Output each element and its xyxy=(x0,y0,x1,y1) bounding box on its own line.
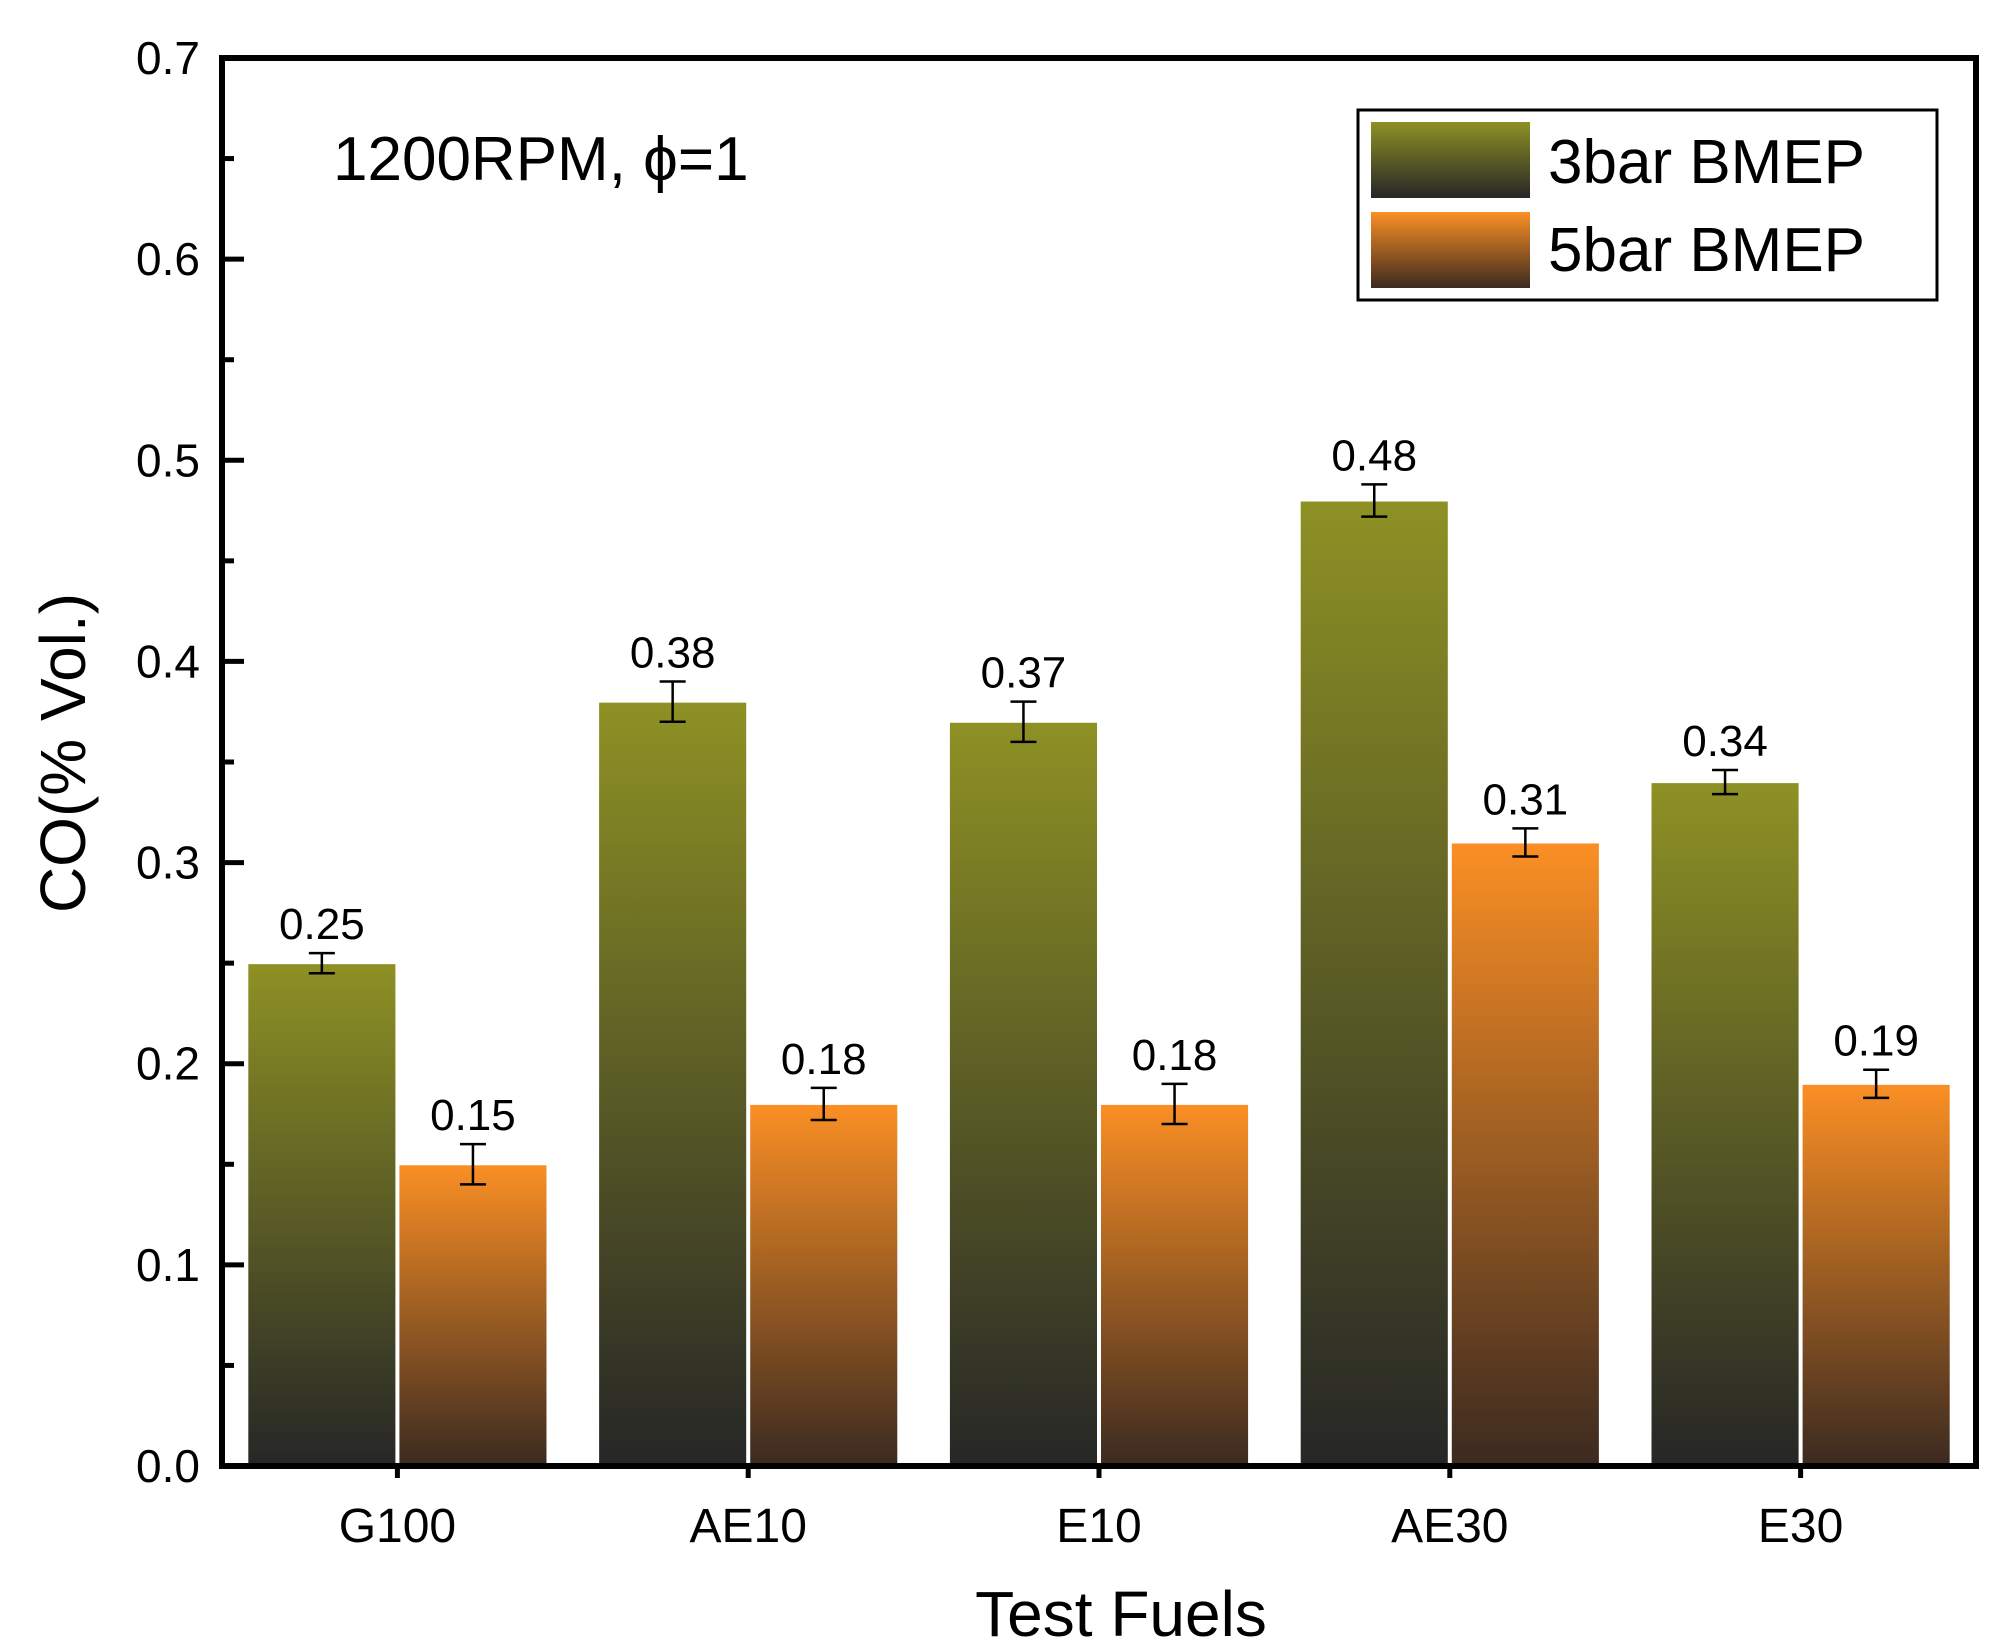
error-bar-ae30-s0 xyxy=(1361,483,1388,518)
y-tick-label: 0.6 xyxy=(136,233,200,285)
x-tick-label-ae30: AE30 xyxy=(1391,1500,1508,1553)
bar-g100-s0 xyxy=(246,962,398,1468)
bar-e30-s0 xyxy=(1649,781,1801,1467)
error-bar-g100-s0 xyxy=(308,951,335,975)
y-tick-label: 0.0 xyxy=(136,1440,200,1492)
value-label-ae10-s0: 0.38 xyxy=(630,629,716,678)
bar-e30-s1 xyxy=(1800,1082,1952,1468)
value-label-e30-s0: 0.34 xyxy=(1682,717,1768,766)
chart-annotation: 1200RPM, ϕ=1 xyxy=(333,125,749,194)
bar-e10-s1 xyxy=(1099,1102,1251,1467)
y-tick-label: 0.5 xyxy=(136,434,200,486)
axes-layer: G100 AE10 E10 AE30 E30 0.0 0.1 0.2 0.3 0.4 0.5 0.6 0… xyxy=(136,32,1979,1553)
value-label-ae30-s0: 0.48 xyxy=(1331,431,1417,480)
bar-ae30-s0 xyxy=(1298,499,1450,1467)
y-tick-label: 0.3 xyxy=(136,837,200,889)
error-bar-e30-s1 xyxy=(1863,1068,1890,1100)
x-tick-label-ae10: AE10 xyxy=(689,1500,806,1553)
y-tick-label: 0.4 xyxy=(136,635,200,687)
x-axis-title: Test Fuels xyxy=(975,1578,1267,1649)
y-tick-label: 0.2 xyxy=(136,1038,200,1090)
bar-ae10-s0 xyxy=(597,700,749,1467)
legend: 3bar BMEP 5bar BMEP xyxy=(1356,108,1939,302)
bar-e10-s0 xyxy=(947,720,1099,1467)
error-bar-ae30-s1 xyxy=(1512,827,1539,858)
bar-ae30-s1 xyxy=(1449,841,1601,1467)
value-label-ae10-s1: 0.18 xyxy=(781,1035,867,1084)
x-tick-label-e30: E30 xyxy=(1758,1500,1843,1553)
legend-label-5bar: 5bar BMEP xyxy=(1548,216,1865,285)
value-label-e10-s1: 0.18 xyxy=(1132,1031,1218,1080)
error-bar-g100-s1 xyxy=(459,1142,486,1186)
value-label-e30-s1: 0.19 xyxy=(1833,1017,1919,1066)
value-label-g100-s0: 0.25 xyxy=(279,900,365,949)
y-tick-label: 0.1 xyxy=(136,1239,200,1291)
x-tick-label-g100: G100 xyxy=(339,1500,456,1553)
legend-swatch-5bar xyxy=(1371,212,1530,288)
value-label-ae30-s1: 0.31 xyxy=(1483,775,1569,824)
y-tick-label: 0.7 xyxy=(136,32,200,84)
error-bar-e30-s0 xyxy=(1712,768,1739,796)
error-bar-e10-s0 xyxy=(1010,700,1037,744)
value-label-e10-s0: 0.37 xyxy=(981,649,1067,698)
error-bar-ae10-s1 xyxy=(810,1086,837,1122)
bar-ae10-s1 xyxy=(748,1102,900,1467)
legend-label-3bar: 3bar BMEP xyxy=(1548,128,1865,197)
x-tick-label-e10: E10 xyxy=(1056,1500,1141,1553)
bars-layer xyxy=(246,483,1952,1468)
bar-g100-s1 xyxy=(397,1163,549,1468)
plot-frame xyxy=(219,55,1979,1469)
y-axis-title: CO(% Vol.) xyxy=(27,593,99,913)
error-bar-e10-s1 xyxy=(1161,1082,1188,1126)
legend-swatch-3bar xyxy=(1371,122,1530,198)
value-labels-layer: 0.25 0.15 0.38 0.18 0.37 0.18 0.48 0.31 0.34 0.19 xyxy=(279,431,1919,1140)
error-bar-ae10-s0 xyxy=(659,680,686,724)
value-label-g100-s1: 0.15 xyxy=(430,1091,516,1140)
